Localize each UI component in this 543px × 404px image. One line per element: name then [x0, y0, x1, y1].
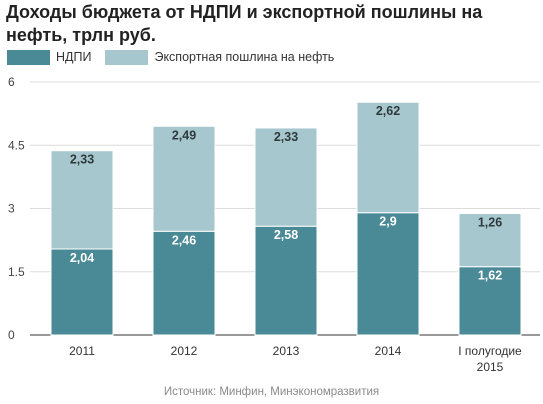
- x-tick-label-line2: 2015: [477, 360, 504, 374]
- chart-title: Доходы бюджета от НДПИ и экспортной пошл…: [6, 2, 483, 45]
- legend-swatch-export-duty: [105, 49, 149, 65]
- y-tick-label: 4.5: [8, 138, 25, 152]
- data-label: 2,62: [376, 104, 400, 118]
- data-label: 2,49: [172, 128, 196, 142]
- legend-item-ndpi: НДПИ: [7, 49, 92, 65]
- y-tick-label: 3: [8, 202, 15, 216]
- bar-segment: [254, 225, 318, 336]
- x-tick-label: 2011: [69, 344, 95, 358]
- legend-swatch-ndpi: [7, 49, 50, 65]
- x-tick-label: 2012: [171, 344, 198, 358]
- data-label: 2,46: [172, 233, 196, 247]
- y-tick-label: 0: [8, 328, 15, 342]
- x-tick-label: 2013: [273, 344, 300, 358]
- bar-segment: [458, 213, 522, 268]
- data-label: 1,26: [478, 216, 502, 230]
- bar-segment: [356, 101, 420, 214]
- y-tick-label: 6: [8, 75, 15, 89]
- legend-item-export-duty: Экспортная пошлина на нефть: [105, 49, 335, 65]
- bar-segment: [152, 230, 216, 336]
- data-label: 2,58: [274, 228, 298, 242]
- y-tick-label: 1.5: [8, 265, 25, 279]
- source-note: Источник: Минфин, Минэкономразвития: [163, 386, 380, 398]
- legend-label-ndpi: НДПИ: [56, 50, 92, 64]
- bar-segment: [254, 127, 318, 227]
- bar-segment: [50, 150, 114, 250]
- data-label: 2,33: [70, 153, 94, 167]
- data-label: 2,33: [274, 130, 298, 144]
- bar-segment: [458, 266, 522, 336]
- legend-label-export-duty: Экспортная пошлина на нефть: [154, 50, 335, 64]
- bar-segment: [152, 125, 216, 232]
- data-label: 2,04: [70, 251, 94, 265]
- x-tick-label: 2014: [375, 344, 402, 358]
- x-tick-label: I полугодие: [458, 344, 522, 358]
- data-label: 2,9: [379, 215, 396, 229]
- bar-segment: [50, 248, 114, 336]
- data-label: 1,62: [478, 269, 502, 283]
- legend: НДПИ Экспортная пошлина на нефть: [7, 49, 348, 65]
- bar-segment: [356, 212, 420, 336]
